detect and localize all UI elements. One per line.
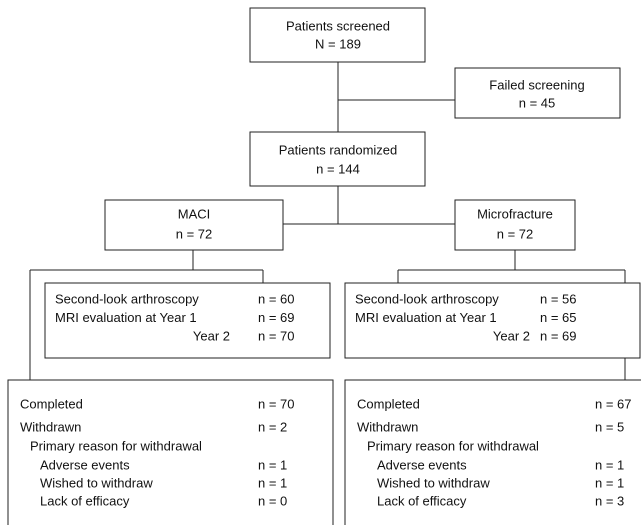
- reason-count: n = 1: [595, 457, 624, 472]
- outcome-label: Withdrawn: [357, 419, 418, 434]
- outcome-label: Completed: [357, 396, 420, 411]
- reason-label: Wished to withdraw: [377, 475, 490, 490]
- reason-count: n = 1: [595, 475, 624, 490]
- reason-heading: Primary reason for withdrawal: [367, 438, 539, 453]
- evaluation-label: Second-look arthroscopy: [55, 291, 199, 306]
- arm-count: n = 72: [176, 226, 213, 241]
- outcome-count: n = 70: [258, 396, 295, 411]
- evaluation-count: n = 56: [540, 291, 577, 306]
- reason-count: n = 1: [258, 475, 287, 490]
- node-label: Patients screened: [286, 18, 390, 33]
- outcome-count: n = 2: [258, 419, 287, 434]
- node-label: Patients randomized: [279, 142, 398, 157]
- evaluation-label: MRI evaluation at Year 1: [355, 310, 497, 325]
- reason-count: n = 0: [258, 493, 287, 508]
- box: [249, 131, 426, 187]
- evaluation-count: n = 69: [258, 310, 295, 325]
- outcome-count: n = 5: [595, 419, 624, 434]
- arm-label: Microfracture: [477, 206, 553, 221]
- evaluation-label: Year 2: [493, 328, 530, 343]
- arm-label: MACI: [178, 206, 211, 221]
- evaluation-label: Year 2: [193, 328, 230, 343]
- reason-label: Wished to withdraw: [40, 475, 153, 490]
- box: [344, 379, 641, 525]
- evaluation-count: n = 70: [258, 328, 295, 343]
- evaluation-count: n = 65: [540, 310, 577, 325]
- box: [7, 379, 334, 525]
- evaluation-label: MRI evaluation at Year 1: [55, 310, 197, 325]
- outcome-label: Withdrawn: [20, 419, 81, 434]
- outcome-count: n = 67: [595, 396, 632, 411]
- arm-count: n = 72: [497, 226, 534, 241]
- box: [44, 282, 331, 359]
- node-label: Failed screening: [489, 77, 584, 92]
- evaluation-count: n = 60: [258, 291, 295, 306]
- reason-heading: Primary reason for withdrawal: [30, 438, 202, 453]
- box: [249, 7, 426, 63]
- reason-label: Lack of efficacy: [377, 493, 467, 508]
- reason-count: n = 3: [595, 493, 624, 508]
- node-count: n = 45: [519, 95, 556, 110]
- box: [104, 199, 284, 251]
- box: [344, 282, 641, 359]
- node-count: n = 144: [316, 161, 360, 176]
- outcome-label: Completed: [20, 396, 83, 411]
- evaluation-label: Second-look arthroscopy: [355, 291, 499, 306]
- reason-label: Adverse events: [377, 457, 467, 472]
- evaluation-count: n = 69: [540, 328, 577, 343]
- box: [454, 67, 621, 119]
- box: [454, 199, 576, 251]
- reason-count: n = 1: [258, 457, 287, 472]
- reason-label: Adverse events: [40, 457, 130, 472]
- node-count: N = 189: [315, 36, 361, 51]
- reason-label: Lack of efficacy: [40, 493, 130, 508]
